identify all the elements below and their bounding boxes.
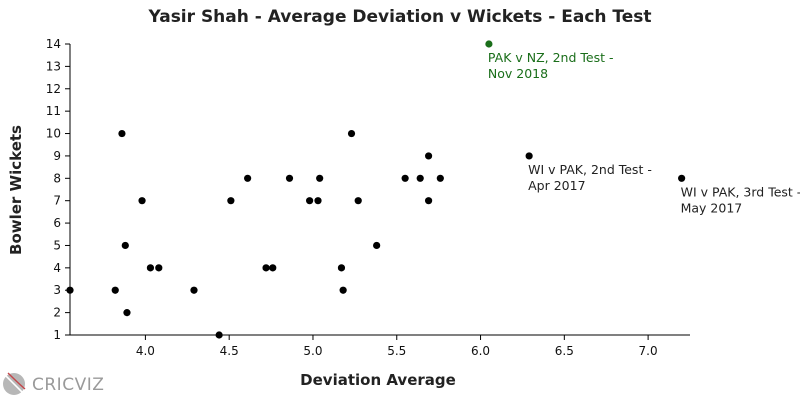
x-axis-ticks: 4.0 4.5 5.0 5.5 6.0 6.5 7.0: [136, 335, 658, 358]
data-point: [416, 174, 424, 182]
data-point: [262, 264, 270, 272]
data-point: [339, 286, 347, 294]
data-point: [146, 264, 155, 272]
y-tick-label: 8: [53, 171, 61, 185]
data-point: [155, 264, 163, 272]
point-annotation: PAK v NZ, 2nd Test -: [488, 50, 614, 65]
y-tick-label: 13: [46, 59, 61, 73]
data-point: [314, 197, 322, 205]
point-annotation: Apr 2017: [528, 178, 585, 193]
chart-title: Yasir Shah - Average Deviation v Wickets…: [147, 7, 651, 27]
data-point: [66, 286, 74, 294]
point-annotation: WI v PAK, 3rd Test -: [681, 184, 800, 199]
y-tick-label: 10: [46, 127, 61, 141]
y-tick-label: 2: [53, 306, 61, 320]
y-tick-label: 14: [46, 37, 61, 51]
cricket-ball-icon: [3, 372, 26, 395]
x-tick-label: 6.5: [555, 344, 574, 358]
x-tick-label: 7.0: [639, 344, 658, 358]
x-tick-label: 5.0: [303, 344, 322, 358]
y-tick-label: 5: [53, 238, 61, 252]
data-points: [66, 40, 686, 339]
data-point: [424, 197, 433, 205]
point-annotation: WI v PAK, 2nd Test -: [528, 162, 652, 177]
y-tick-label: 11: [46, 104, 61, 118]
data-point: [347, 129, 356, 138]
point-annotations: PAK v NZ, 2nd Test -Nov 2018 WI v PAK, 2n…: [488, 50, 800, 215]
data-point: [269, 264, 277, 272]
x-tick-label: 4.0: [136, 344, 155, 358]
data-point: [244, 174, 252, 182]
data-point: [111, 286, 119, 294]
point-annotation: May 2017: [681, 200, 743, 215]
point-annotation: Nov 2018: [488, 66, 548, 81]
y-tick-label: 1: [53, 328, 61, 342]
brand-name: CRICVIZ: [32, 375, 104, 395]
x-axis-label: Deviation Average: [300, 371, 456, 389]
data-point: [123, 309, 131, 317]
data-point: [306, 197, 314, 205]
y-tick-label: 12: [46, 82, 61, 96]
data-point: [424, 152, 433, 160]
data-point: [525, 152, 533, 160]
y-tick-label: 9: [53, 149, 61, 163]
data-point: [227, 197, 235, 205]
data-point: [285, 174, 294, 182]
data-point: [337, 264, 346, 272]
data-point: [215, 331, 223, 339]
y-tick-label: 7: [53, 194, 61, 208]
y-tick-label: 6: [53, 216, 61, 230]
cricviz-logo: CRICVIZ: [3, 372, 104, 395]
y-tick-label: 4: [53, 261, 61, 275]
data-point: [118, 129, 126, 138]
data-point: [354, 197, 362, 205]
x-tick-label: 4.5: [220, 344, 239, 358]
x-tick-label: 5.5: [387, 344, 406, 358]
data-point: [190, 286, 198, 294]
data-point: [121, 241, 129, 250]
highlighted-data-point: [485, 40, 493, 48]
data-point: [401, 174, 409, 182]
data-point: [678, 174, 686, 182]
data-point: [436, 174, 444, 182]
data-point: [373, 241, 381, 250]
x-tick-label: 6.0: [471, 344, 490, 358]
data-point: [316, 174, 324, 182]
y-tick-label: 3: [53, 283, 61, 297]
y-axis-label: Bowler Wickets: [7, 125, 25, 255]
data-point: [138, 197, 146, 205]
